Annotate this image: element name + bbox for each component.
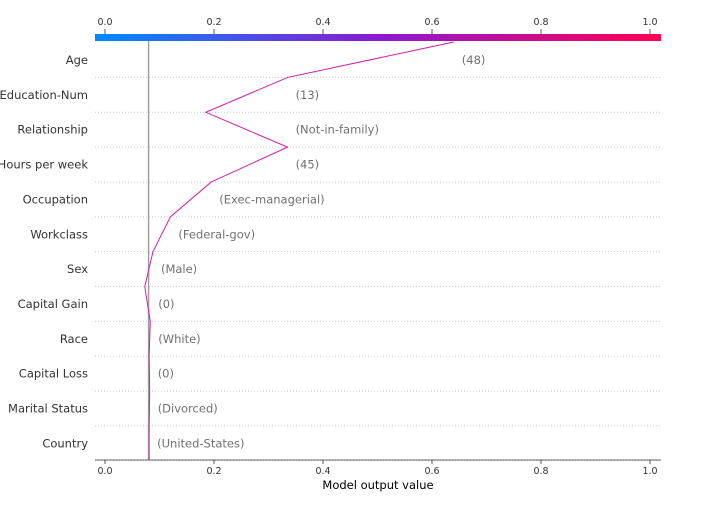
decision-path-line (144, 41, 454, 460)
feature-value-label: (0) (158, 297, 174, 311)
feature-value-label: (13) (296, 88, 320, 102)
bottom-tick-label: 0.2 (206, 466, 221, 477)
top-tick-label: 0.4 (315, 17, 330, 28)
top-tick-label: 0.8 (533, 17, 548, 28)
feature-label: Country (42, 436, 88, 450)
axes-layer (95, 29, 661, 464)
top-tick-label: 0.0 (97, 17, 112, 28)
top-tick-label: 0.2 (206, 17, 221, 28)
x-axis-label: Model output value (322, 478, 433, 492)
feature-value-label: (0) (158, 367, 174, 381)
feature-value-label: (Male) (161, 262, 197, 276)
bottom-tick-label: 0.8 (533, 466, 548, 477)
top-tick-label: 0.6 (424, 17, 439, 28)
feature-value-label: (Divorced) (158, 402, 218, 416)
bottom-tick-label: 1.0 (642, 466, 657, 477)
feature-label: Marital Status (8, 402, 88, 416)
feature-value-label: (United-States) (157, 436, 244, 450)
feature-label: Hours per week (0, 158, 88, 172)
bottom-tick-label: 0.4 (315, 466, 330, 477)
grid-layer (95, 76, 661, 462)
feature-label: Age (66, 53, 88, 67)
bottom-tick-label: 0.6 (424, 466, 439, 477)
feature-label: Workclass (30, 227, 88, 241)
labels-layer: 0.0 0.0 0.2 0.2 0.4 0.4 0.6 0.6 0.8 0.8 1.0 1.0 Age (… (0, 17, 658, 477)
feature-label: Capital Gain (18, 297, 88, 311)
feature-value-label: (Not-in-family) (296, 123, 379, 137)
feature-value-label: (45) (296, 158, 320, 172)
feature-label: Capital Loss (19, 367, 88, 381)
feature-label: Occupation (23, 192, 88, 206)
feature-label: Education-Num (0, 88, 88, 102)
feature-value-label: (48) (462, 53, 486, 67)
feature-label: Relationship (17, 123, 88, 137)
feature-value-label: (Federal-gov) (178, 227, 255, 241)
lines-layer (144, 41, 454, 460)
colorbar (95, 34, 661, 41)
top-tick-label: 1.0 (642, 17, 657, 28)
feature-value-label: (White) (158, 332, 200, 346)
feature-label: Race (60, 332, 88, 346)
feature-value-label: (Exec-managerial) (219, 192, 324, 206)
bottom-tick-label: 0.0 (97, 466, 112, 477)
feature-label: Sex (67, 262, 88, 276)
